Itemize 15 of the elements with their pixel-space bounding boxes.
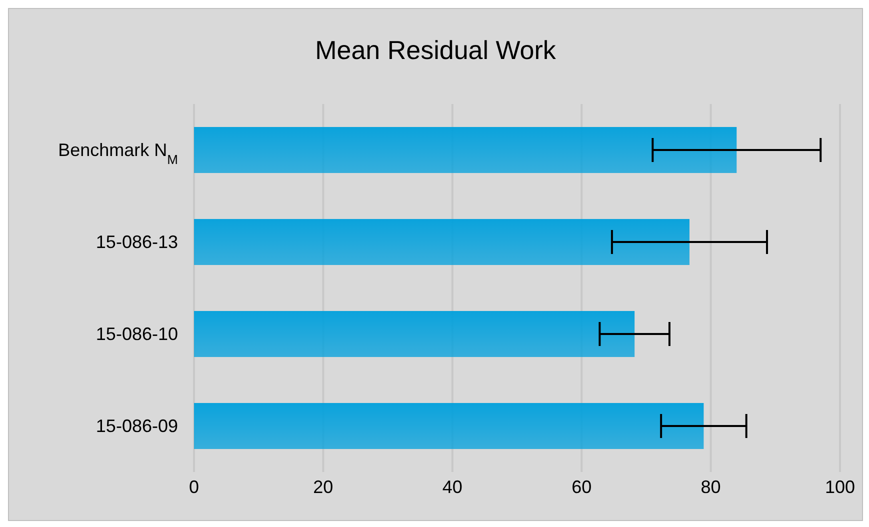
x-tick-label: 20 xyxy=(313,476,334,497)
x-tick-label: 40 xyxy=(442,476,462,497)
x-tick-label: 0 xyxy=(188,476,200,497)
bar xyxy=(194,219,690,265)
bar xyxy=(194,403,704,449)
y-tick-label: 15-086-10 xyxy=(96,324,178,344)
y-tick-label: 15-086-13 xyxy=(96,232,178,252)
chart-title: Mean Residual Work xyxy=(314,35,557,66)
x-tick-label: 80 xyxy=(700,476,721,497)
y-tick-label: 15-086-09 xyxy=(96,416,178,436)
x-tick-label: 60 xyxy=(572,476,592,497)
y-tick-label: Benchmark N$_{M}$ xyxy=(58,140,178,166)
bar xyxy=(194,311,635,357)
bar xyxy=(194,127,737,173)
x-tick-label: 100 xyxy=(824,476,856,497)
